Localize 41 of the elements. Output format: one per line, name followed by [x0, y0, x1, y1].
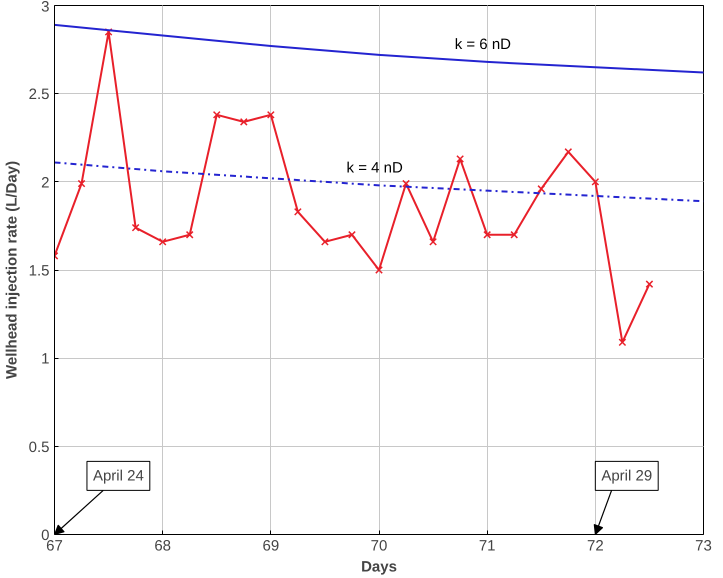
point	[537, 184, 546, 193]
point	[240, 118, 248, 126]
point	[483, 230, 492, 239]
x-tick-label: 72	[586, 538, 604, 554]
point	[266, 110, 275, 119]
point	[348, 230, 356, 239]
point	[186, 230, 194, 239]
x-tick-label: 73	[695, 538, 712, 554]
point	[375, 266, 383, 274]
y-tick-label: 1	[41, 350, 50, 368]
point	[645, 280, 654, 288]
point	[402, 180, 410, 188]
x-tick-label: 69	[262, 538, 280, 554]
point	[78, 180, 86, 188]
x-tick-label: 68	[154, 538, 172, 554]
point	[132, 224, 140, 232]
y-tick-label: 1.5	[28, 262, 50, 280]
point	[456, 154, 464, 163]
y-tick-label: 2.5	[28, 86, 50, 104]
annotation: April 29	[601, 467, 652, 484]
x-axis-title: Days	[361, 558, 397, 576]
point	[320, 238, 329, 246]
y-tick-label: 3	[41, 0, 50, 16]
y-axis-title: Wellhead injection rate (L/Day)	[4, 160, 21, 380]
point	[212, 110, 221, 119]
point	[591, 178, 600, 186]
point	[429, 238, 438, 246]
point	[294, 208, 302, 216]
line-series	[54, 24, 704, 74]
point	[510, 230, 518, 239]
point	[158, 238, 167, 246]
series-label: k = 4 nD	[346, 160, 403, 177]
x-tick-label: 71	[478, 538, 496, 554]
series-label: k = 6 nD	[454, 36, 512, 54]
point	[618, 338, 626, 346]
x-tick-label: 70	[370, 538, 388, 554]
annotation: April 24	[92, 467, 144, 484]
point	[104, 28, 113, 36]
y-tick-label: 0.5	[28, 438, 50, 456]
point	[564, 148, 572, 156]
y-tick-label: 2	[41, 174, 50, 192]
